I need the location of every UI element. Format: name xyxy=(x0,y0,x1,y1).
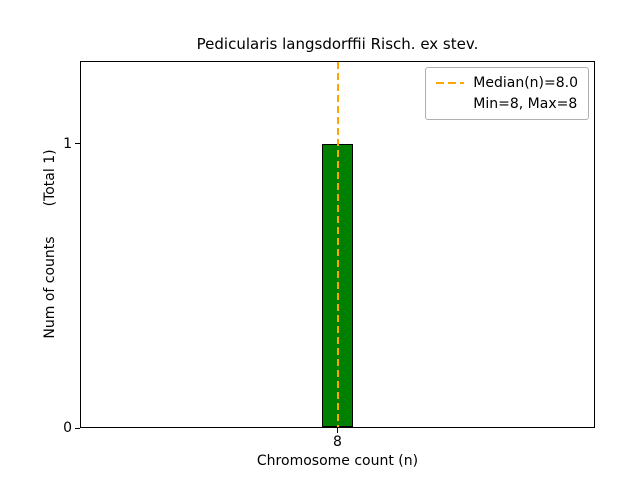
legend-label-median: Median(n)=8.0 xyxy=(473,75,578,91)
x-axis-label: Chromosome count (n) xyxy=(256,453,419,469)
y-axis-total-text: (Total 1) xyxy=(42,149,58,207)
legend-row-median: Median(n)=8.0 xyxy=(436,75,578,91)
legend-row-minmax: Min=8, Max=8 xyxy=(436,96,578,112)
x-tickmark xyxy=(337,428,338,433)
chart-title: Pedicularis langsdorffii Risch. ex stev. xyxy=(196,35,479,53)
y-axis-label-text: Num of counts xyxy=(42,236,58,339)
x-tick-8: 8 xyxy=(333,434,342,450)
legend-label-minmax: Min=8, Max=8 xyxy=(473,96,578,112)
y-tickmark xyxy=(75,427,80,429)
median-line-swatch-icon xyxy=(436,82,465,84)
y-axis-label: Num of counts (Total 1) xyxy=(42,149,58,338)
median-line xyxy=(336,62,339,427)
y-tick-0: 0 xyxy=(63,420,72,436)
legend: Median(n)=8.0 Min=8, Max=8 xyxy=(425,67,589,120)
y-tick-1: 1 xyxy=(63,135,72,152)
y-tickmark xyxy=(75,143,80,144)
